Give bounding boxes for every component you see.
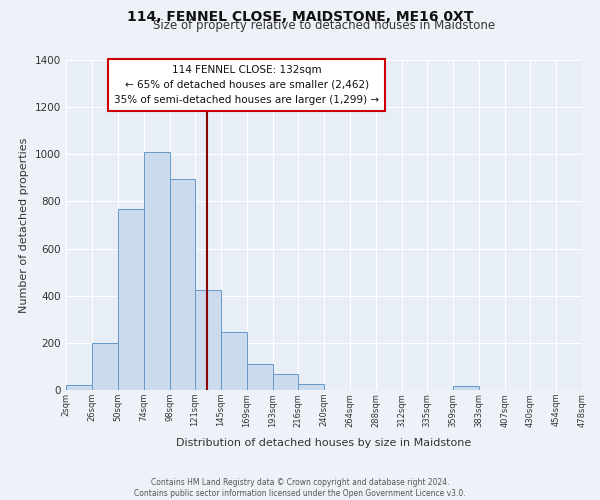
Bar	[273, 374, 298, 390]
Bar	[298, 384, 324, 390]
Bar	[170, 179, 195, 390]
Text: 114, FENNEL CLOSE, MAIDSTONE, ME16 0XT: 114, FENNEL CLOSE, MAIDSTONE, ME16 0XT	[127, 10, 473, 24]
Text: Contains HM Land Registry data © Crown copyright and database right 2024.
Contai: Contains HM Land Registry data © Crown c…	[134, 478, 466, 498]
Bar	[92, 343, 118, 390]
X-axis label: Distribution of detached houses by size in Maidstone: Distribution of detached houses by size …	[176, 438, 472, 448]
Bar	[66, 386, 92, 390]
Bar	[144, 152, 170, 390]
Bar	[247, 364, 273, 390]
Text: 114 FENNEL CLOSE: 132sqm
← 65% of detached houses are smaller (2,462)
35% of sem: 114 FENNEL CLOSE: 132sqm ← 65% of detach…	[114, 65, 379, 104]
Y-axis label: Number of detached properties: Number of detached properties	[19, 138, 29, 312]
Bar	[453, 386, 479, 390]
Bar	[118, 208, 144, 390]
Title: Size of property relative to detached houses in Maidstone: Size of property relative to detached ho…	[153, 20, 495, 32]
Bar	[221, 332, 247, 390]
Bar	[195, 290, 221, 390]
